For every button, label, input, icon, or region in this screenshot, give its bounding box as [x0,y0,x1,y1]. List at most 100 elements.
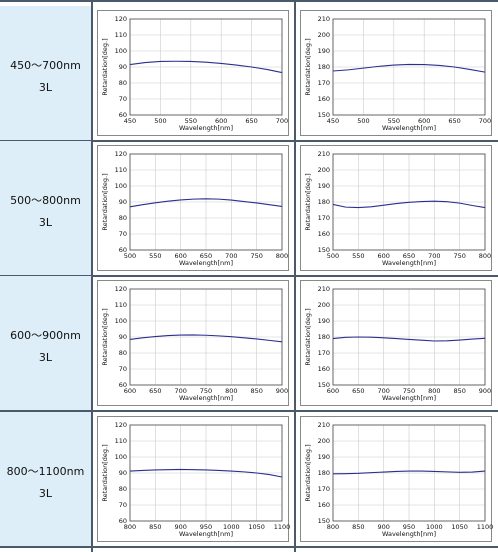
x-tick-label: 600 [215,117,227,125]
x-tick-label: 900 [174,523,186,531]
retardation-line [129,334,283,343]
plot-frame [332,288,486,386]
retardation-chart: 60 70 80 90 100 110 120 450 500 550 600 650 700 Wavel… [97,10,289,136]
chart-svg: 60 70 80 90 100 110 120 800 850 900 950 1000 1050 110… [101,421,290,538]
x-axis-label: Wavelength[nm] [382,530,436,538]
x-tick-label: 650 [200,252,212,260]
x-tick-label: 550 [388,117,400,125]
x-axis-label: Wavelength[nm] [179,259,233,267]
x-tick-label: 900 [479,387,491,395]
y-tick-label: 160 [318,365,330,373]
plot-frame [129,424,283,522]
row-divider [0,410,498,412]
x-tick-label: 600 [327,387,339,395]
x-tick-label: 1100 [477,523,494,531]
wavelength-range-label: 450～700nm [10,59,81,72]
chart-svg: 60 70 80 90 100 110 120 450 500 550 600 650 700 Wavel… [101,15,288,132]
y-tick-label: 60 [119,517,127,525]
y-tick-label: 180 [318,198,330,206]
x-tick-label: 1000 [426,523,443,531]
y-tick-label: 110 [115,166,127,174]
y-axis-label: Retardation[deg.] [101,308,109,365]
y-axis-label: Retardation[deg.] [304,173,312,230]
x-tick-label: 700 [428,252,440,260]
y-tick-label: 90 [119,198,127,206]
y-tick-label: 190 [318,453,330,461]
x-tick-label: 750 [403,387,415,395]
chart-svg: 150 160 170 180 190 200 210 600 650 700 750 800 850 9… [304,285,491,402]
table-border-top [0,0,498,2]
y-tick-label: 180 [318,333,330,341]
x-axis-label: Wavelength[nm] [179,124,233,132]
retardation-line [129,198,283,208]
x-tick-label: 500 [154,117,166,125]
range-label-cell: 600～900nm 3L [0,276,91,410]
chart-svg: 150 160 170 180 190 200 210 800 850 900 950 1000 105… [304,421,494,538]
y-tick-label: 150 [318,381,330,389]
y-tick-label: 190 [318,317,330,325]
x-tick-label: 650 [149,387,161,395]
retardation-line [332,63,486,73]
y-tick-label: 170 [318,349,330,357]
y-tick-label: 210 [318,421,330,429]
x-tick-label: 700 [174,387,186,395]
y-tick-label: 80 [119,214,127,222]
retardation-chart: 60 70 80 90 100 110 120 600 650 700 750 800 850 900 Wa… [97,280,289,406]
y-tick-label: 210 [318,285,330,293]
y-tick-label: 100 [115,453,127,461]
x-tick-label: 900 [276,387,288,395]
plot-frame [332,153,486,251]
y-tick-label: 200 [318,166,330,174]
y-tick-label: 150 [318,111,330,119]
x-tick-label: 800 [327,523,339,531]
x-tick-label: 800 [276,252,288,260]
x-tick-label: 900 [377,523,389,531]
retardation-chart: 60 70 80 90 100 110 120 800 850 900 950 1000 1050 110… [97,416,290,542]
y-tick-label: 200 [318,437,330,445]
y-tick-label: 70 [119,95,127,103]
layer-count-label: 3L [38,487,53,500]
x-tick-label: 600 [418,117,430,125]
x-tick-label: 850 [250,387,262,395]
x-tick-label: 800 [124,523,136,531]
y-tick-label: 70 [119,501,127,509]
y-tick-label: 100 [115,182,127,190]
row-divider [0,275,498,277]
x-tick-label: 550 [149,252,161,260]
plot-frame [332,18,486,116]
chart-svg: 150 160 170 180 190 200 210 500 550 600 650 700 750 8… [304,150,491,267]
x-tick-label: 800 [428,387,440,395]
y-tick-label: 90 [119,63,127,71]
y-tick-label: 110 [115,301,127,309]
y-axis-label: Retardation[deg.] [304,308,312,365]
retardation-line [332,470,486,475]
wavelength-range-label: 800～1100nm [6,465,85,478]
retardation-line [129,60,283,74]
y-tick-label: 210 [318,150,330,158]
y-tick-label: 190 [318,182,330,190]
y-axis-label: Retardation[deg.] [304,38,312,95]
plot-frame [129,288,283,386]
x-tick-label: 800 [225,387,237,395]
x-tick-label: 650 [352,387,364,395]
y-tick-label: 70 [119,365,127,373]
range-label-cell: 500～800nm 3L [0,141,91,275]
plot-frame [332,424,486,522]
y-axis-label: Retardation[deg.] [101,38,109,95]
x-tick-label: 650 [245,117,257,125]
x-tick-label: 600 [377,252,389,260]
retardation-line [129,468,283,478]
retardation-chart: 150 160 170 180 190 200 210 600 650 700 750 800 850 9… [300,280,492,406]
y-tick-label: 200 [318,301,330,309]
y-tick-label: 150 [318,246,330,254]
x-tick-label: 1000 [223,523,240,531]
retardation-chart: 150 160 170 180 190 200 210 500 550 600 650 700 750 8… [300,145,492,271]
x-tick-label: 800 [479,252,491,260]
y-tick-label: 170 [318,214,330,222]
chart-svg: 150 160 170 180 190 200 210 450 500 550 600 650 700 W… [304,15,491,132]
x-tick-label: 950 [403,523,415,531]
x-axis-label: Wavelength[nm] [179,394,233,402]
y-tick-label: 70 [119,230,127,238]
x-tick-label: 500 [327,252,339,260]
wavelength-range-label: 600～900nm [10,329,81,342]
